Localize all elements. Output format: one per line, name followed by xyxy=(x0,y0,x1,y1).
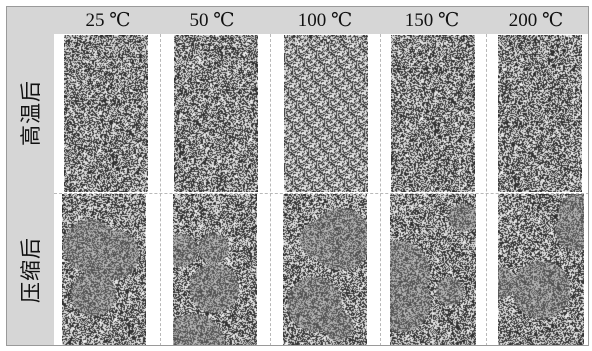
specimen-image-50c-after-high-temperature xyxy=(174,35,258,192)
specimen-image-200c-after-compression xyxy=(498,194,584,346)
column-header-100c: 100 ℃ xyxy=(297,10,353,31)
column-divider xyxy=(380,34,381,346)
specimen-image-25c-after-compression xyxy=(62,194,146,346)
specimen-image-100c-after-high-temperature xyxy=(284,35,368,192)
column-divider xyxy=(270,34,271,346)
specimen-image-200c-after-high-temperature xyxy=(498,35,582,192)
column-header-200c: 200 ℃ xyxy=(508,10,564,31)
specimen-image-25c-after-high-temperature xyxy=(64,35,148,192)
column-header-band xyxy=(54,6,589,34)
column-divider xyxy=(160,34,161,346)
row-header-band xyxy=(6,6,54,346)
specimen-image-50c-after-compression xyxy=(173,194,257,346)
column-header-25c: 25 ℃ xyxy=(85,10,131,31)
row-divider xyxy=(54,193,589,194)
column-header-150c: 150 ℃ xyxy=(404,10,460,31)
column-header-50c: 50 ℃ xyxy=(189,10,235,31)
figure-border xyxy=(6,6,589,346)
specimen-image-100c-after-compression xyxy=(283,194,367,346)
column-divider xyxy=(486,34,487,346)
specimen-image-150c-after-compression xyxy=(390,194,476,346)
specimen-image-150c-after-high-temperature xyxy=(391,35,475,192)
